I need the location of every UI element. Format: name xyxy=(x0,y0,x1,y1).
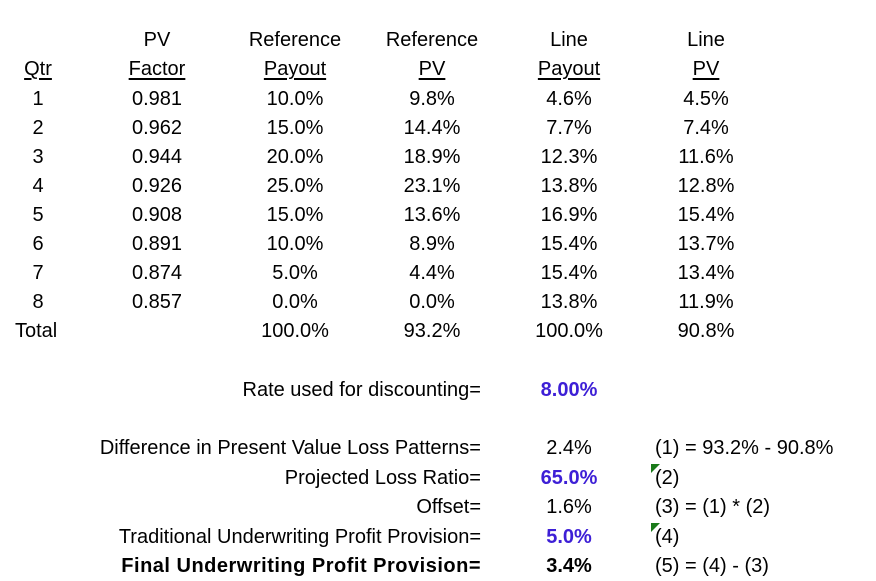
cell-line-pv: 11.9% xyxy=(678,291,734,313)
header-line-pv-line2: PV xyxy=(692,58,720,80)
cell-ref-pv: 4.4% xyxy=(409,262,455,284)
cell-ref-pv: 9.8% xyxy=(409,88,455,110)
cell-qtr: 8 xyxy=(32,291,44,313)
total-ref-payout: 100.0% xyxy=(261,320,329,342)
total-line-payout: 100.0% xyxy=(535,320,603,342)
cell-qtr: 2 xyxy=(32,117,44,139)
total-ref-pv: 93.2% xyxy=(403,320,461,342)
comment-indicator-icon[interactable] xyxy=(651,523,660,532)
cell-line-pv: 4.5% xyxy=(683,88,729,110)
cell-qtr: 5 xyxy=(32,204,44,226)
header-ref-payout-line1: Reference xyxy=(248,29,342,51)
summary-value: 3.4% xyxy=(546,555,592,577)
cell-line-pv: 12.8% xyxy=(677,175,735,197)
cell-line-payout: 15.4% xyxy=(540,233,598,255)
cell-ref-pv: 0.0% xyxy=(409,291,455,313)
header-pv-factor-line2: Factor xyxy=(128,58,186,80)
cell-pv-factor: 0.874 xyxy=(131,262,183,284)
cell-ref-payout: 0.0% xyxy=(272,291,318,313)
rate-value[interactable]: 8.00% xyxy=(540,379,598,401)
cell-line-payout: 7.7% xyxy=(546,117,592,139)
cell-ref-payout: 5.0% xyxy=(272,262,318,284)
cell-ref-pv: 23.1% xyxy=(403,175,461,197)
cell-line-payout: 15.4% xyxy=(540,262,598,284)
header-ref-payout-line2: Payout xyxy=(263,58,327,80)
rate-label: Rate used for discounting= xyxy=(242,379,482,401)
summary-note: (3) = (1) * (2) xyxy=(655,496,771,518)
cell-line-payout: 13.8% xyxy=(540,175,598,197)
summary-label: Difference in Present Value Loss Pattern… xyxy=(99,437,481,459)
cell-line-payout: 16.9% xyxy=(540,204,598,226)
cell-line-pv: 15.4% xyxy=(677,204,735,226)
cell-ref-payout: 25.0% xyxy=(266,175,324,197)
cell-ref-payout: 10.0% xyxy=(266,88,324,110)
comment-indicator-icon[interactable] xyxy=(651,464,660,473)
cell-pv-factor: 0.926 xyxy=(131,175,183,197)
cell-ref-payout: 15.0% xyxy=(266,117,324,139)
header-line-payout-line1: Line xyxy=(550,29,588,51)
summary-value: 1.6% xyxy=(546,496,592,518)
cell-qtr: 4 xyxy=(32,175,44,197)
cell-pv-factor: 0.891 xyxy=(131,233,183,255)
cell-qtr: 1 xyxy=(32,88,44,110)
cell-ref-pv: 18.9% xyxy=(403,146,461,168)
summary-value[interactable]: 65.0% xyxy=(540,467,598,489)
cell-ref-payout: 15.0% xyxy=(266,204,324,226)
summary-note: (1) = 93.2% - 90.8% xyxy=(655,437,834,459)
cell-line-pv: 11.6% xyxy=(678,146,734,168)
cell-line-payout: 13.8% xyxy=(540,291,598,313)
cell-line-pv: 7.4% xyxy=(683,117,729,139)
cell-qtr: 7 xyxy=(32,262,44,284)
summary-label: Final Underwriting Profit Provision= xyxy=(121,555,481,577)
summary-value[interactable]: 5.0% xyxy=(546,526,592,548)
cell-line-payout: 4.6% xyxy=(546,88,592,110)
summary-label: Projected Loss Ratio= xyxy=(284,467,481,489)
cell-line-payout: 12.3% xyxy=(540,146,598,168)
summary-value: 2.4% xyxy=(546,437,592,459)
cell-line-pv: 13.4% xyxy=(677,262,735,284)
total-label: Total xyxy=(15,320,58,342)
cell-ref-payout: 10.0% xyxy=(266,233,324,255)
cell-pv-factor: 0.944 xyxy=(131,146,183,168)
cell-pv-factor: 0.962 xyxy=(131,117,183,139)
cell-qtr: 3 xyxy=(32,146,44,168)
header-line-payout-line2: Payout xyxy=(537,58,601,80)
header-ref-pv-line2: PV xyxy=(418,58,446,80)
cell-pv-factor: 0.981 xyxy=(131,88,183,110)
header-qtr: Qtr xyxy=(24,58,52,80)
summary-note: (2) xyxy=(655,467,680,489)
cell-qtr: 6 xyxy=(32,233,44,255)
cell-ref-payout: 20.0% xyxy=(266,146,324,168)
summary-label: Offset= xyxy=(416,496,481,518)
cell-line-pv: 13.7% xyxy=(677,233,735,255)
header-line-pv-line1: Line xyxy=(687,29,725,51)
cell-ref-pv: 14.4% xyxy=(403,117,461,139)
cell-pv-factor: 0.857 xyxy=(131,291,183,313)
total-line-pv: 90.8% xyxy=(677,320,735,342)
cell-ref-pv: 8.9% xyxy=(409,233,455,255)
summary-label: Traditional Underwriting Profit Provisio… xyxy=(118,526,481,548)
cell-ref-pv: 13.6% xyxy=(403,204,461,226)
header-ref-pv-line1: Reference xyxy=(385,29,479,51)
summary-note: (4) xyxy=(655,526,680,548)
summary-note: (5) = (4) - (3) xyxy=(655,555,769,577)
cell-pv-factor: 0.908 xyxy=(131,204,183,226)
header-pv-factor-line1: PV xyxy=(143,29,171,51)
